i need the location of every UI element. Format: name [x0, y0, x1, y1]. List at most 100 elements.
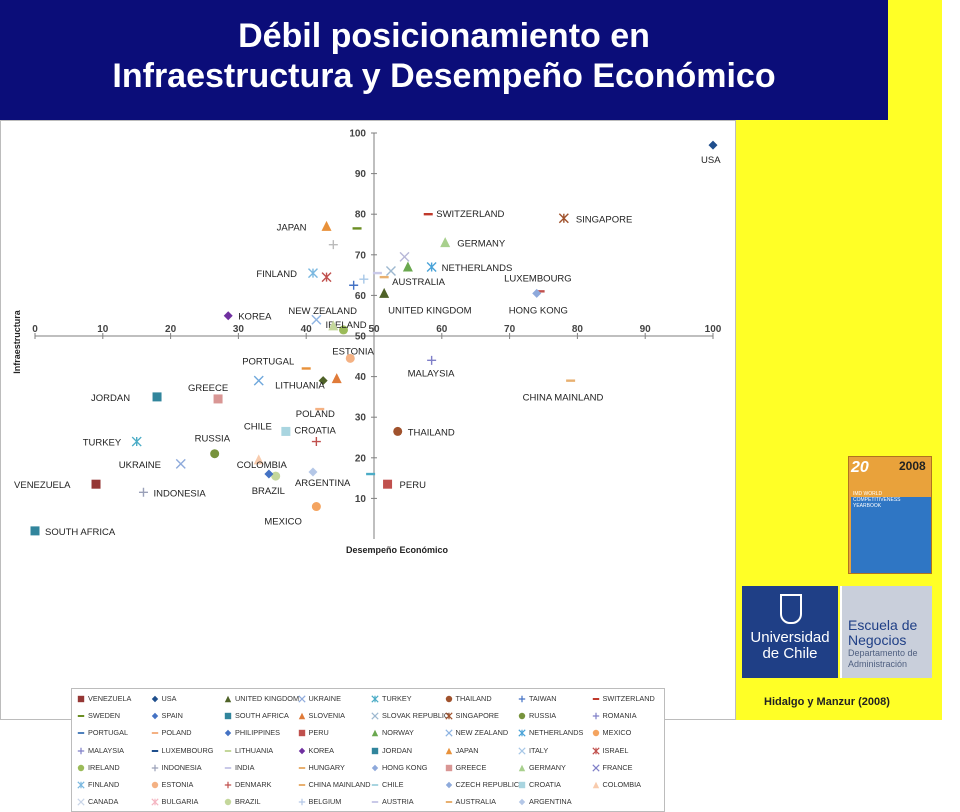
legend-marker-shape	[371, 730, 379, 737]
legend-marker	[224, 695, 232, 703]
legend-item: VENEZUELA	[76, 692, 150, 706]
legend-marker	[77, 798, 85, 806]
legend-marker	[518, 799, 526, 806]
data-label: CROATIA	[294, 426, 336, 437]
legend-label: PERU	[308, 728, 329, 738]
data-point	[152, 392, 162, 402]
y-tick-label: 80	[355, 210, 367, 221]
legend-marker-shape	[224, 695, 232, 703]
legend-marker	[444, 712, 453, 720]
legend-item: TAIWAN	[517, 692, 591, 706]
legend-marker	[371, 764, 379, 772]
legend-marker-shape	[77, 798, 85, 806]
en-line-2: Negocios	[848, 632, 907, 648]
data-label: LUXEMBOURG	[504, 273, 572, 284]
legend-item: PORTUGAL	[76, 726, 150, 740]
data-point	[379, 287, 390, 298]
data-label: TURKEY	[83, 438, 122, 449]
x-tick-label: 80	[572, 324, 584, 335]
data-point	[264, 469, 274, 479]
data-label: AUSTRALIA	[392, 277, 445, 288]
data-point	[311, 314, 322, 325]
legend-marker-shape	[518, 695, 526, 703]
legend-label: TAIWAN	[529, 694, 557, 703]
anniversary-badge: 20	[851, 459, 869, 476]
legend-item: ITALY	[517, 744, 591, 758]
legend-label: KOREA	[308, 745, 335, 755]
legend-marker	[518, 729, 526, 738]
crest-icon	[780, 594, 802, 624]
data-point	[359, 274, 369, 284]
chart-frame: 0 10 20 30 40 50 60 70 80 90 100 10 20 30 40 50 60 70 80 90…	[0, 120, 736, 812]
legend-item: COLOMBIA	[591, 778, 665, 792]
x-tick-label: 0	[32, 324, 38, 335]
legend-marker	[518, 747, 526, 755]
legend-label: THAILAND	[455, 694, 492, 703]
legend-item: SLOVAK REPUBLIC	[370, 709, 449, 723]
legend-label: CROATIA	[529, 780, 561, 789]
legend-item: TURKEY	[370, 692, 444, 706]
legend-item: AUSTRIA	[370, 795, 444, 809]
legend-marker-shape	[445, 781, 452, 789]
legend-label: ESTONIA	[161, 780, 194, 789]
legend-item: DENMARK	[223, 778, 297, 792]
scatter-chart: 0 10 20 30 40 50 60 70 80 90 100 10 20 30 40 50 60 70 80 90…	[12, 129, 722, 556]
legend-marker	[77, 715, 85, 718]
legend-label: COLOMBIA	[602, 780, 642, 789]
data-point	[307, 268, 318, 279]
data-label: MALAYSIA	[408, 368, 455, 379]
legend-item: ISRAEL	[591, 744, 665, 758]
legend-item: FINLAND	[76, 778, 150, 792]
y-tick-label: 90	[355, 169, 367, 180]
data-point	[427, 355, 437, 365]
y-axis-label: Infraestructura	[12, 309, 22, 374]
legend-item: IRELAND	[76, 761, 150, 775]
legend-label: SOUTH AFRICA	[235, 711, 289, 721]
data-label: UNITED KINGDOM	[388, 305, 471, 316]
legend-marker-shape	[224, 713, 232, 720]
x-tick-label: 30	[233, 324, 245, 335]
legend-marker	[224, 730, 232, 737]
legend-item: UNITED KINGDOM	[223, 692, 299, 706]
legend-marker	[298, 730, 305, 737]
legend-marker-shape	[298, 799, 305, 806]
legend-marker	[77, 747, 85, 754]
legend-marker-shape	[224, 799, 232, 806]
data-point	[532, 288, 542, 298]
legend-item: KOREA	[297, 744, 371, 758]
data-label: SOUTH AFRICA	[45, 527, 116, 538]
legend-label: ARGENTINA	[529, 797, 572, 807]
data-point	[253, 454, 264, 465]
legend-marker	[518, 713, 526, 720]
legend-marker-shape	[518, 764, 526, 772]
data-point	[253, 375, 264, 386]
data-point	[213, 394, 223, 404]
data-label: IRELAND	[325, 320, 366, 331]
legend-item: LUXEMBOURG	[150, 744, 224, 758]
legend-marker-shape	[445, 764, 452, 772]
data-point	[399, 251, 410, 262]
legend-marker-shape	[151, 764, 158, 772]
legend-marker-shape	[591, 764, 600, 772]
yearbook-cover: 20 2008 IMD WORLD COMPETITIVENESS YEARBO…	[848, 456, 932, 574]
data-point	[440, 237, 451, 248]
legend-marker	[445, 764, 452, 772]
legend-marker-shape	[592, 781, 599, 789]
legend-marker-shape	[518, 729, 526, 738]
legend-item: SPAIN	[150, 709, 224, 723]
x-tick-label: 20	[165, 324, 177, 335]
legend-item: CROATIA	[517, 778, 591, 792]
data-point	[175, 458, 186, 469]
legend-marker	[518, 695, 526, 703]
legend-item: RUSSIA	[517, 709, 591, 723]
legend-marker	[298, 784, 305, 787]
data-label: LITHUANIA	[275, 381, 325, 392]
globe-image	[851, 497, 931, 573]
data-label: PERU	[400, 480, 427, 491]
legend-label: SLOVAK REPUBLIC	[382, 711, 450, 721]
legend-label: DENMARK	[235, 780, 272, 789]
legend-label: INDIA	[235, 762, 255, 772]
legend-label: CANADA	[88, 797, 119, 807]
legend-marker-shape	[224, 730, 232, 737]
data-label: THAILAND	[408, 427, 455, 438]
